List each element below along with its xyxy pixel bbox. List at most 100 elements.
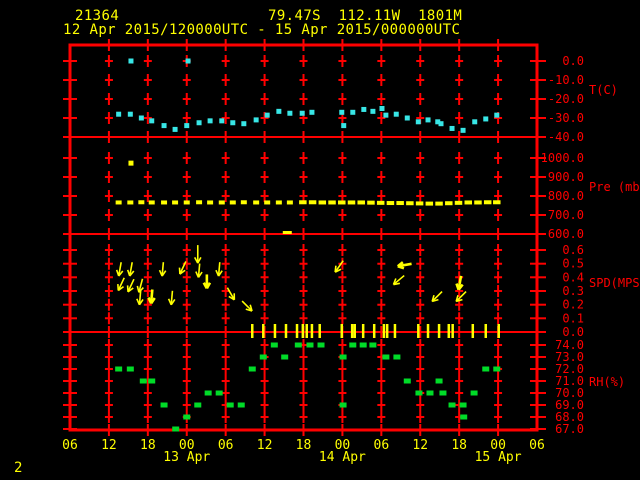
pressure-point [357, 200, 365, 205]
calm-wind-tick [310, 324, 314, 338]
left-tick [63, 176, 77, 178]
x-hour-label: 00 [179, 438, 195, 453]
y-tick-label: 900.0 [548, 170, 584, 184]
humidity-point [204, 390, 212, 396]
temperature-point [127, 111, 133, 117]
pressure-point [148, 200, 155, 205]
left-tick [63, 136, 77, 138]
pressure-point [172, 200, 179, 205]
right-tick [530, 428, 546, 430]
right-tick [530, 157, 546, 159]
pressure-point [435, 201, 443, 206]
x-hour-label: 00 [335, 438, 351, 453]
pressure-point [386, 201, 395, 206]
calm-wind-tick [318, 324, 321, 338]
station-location: 79.47S 112.11W 1801M [268, 8, 463, 24]
pressure-point [275, 200, 282, 205]
pressure-point [308, 200, 317, 205]
humidity-point [237, 402, 245, 408]
pressure-point [299, 200, 307, 205]
wind-arrow [158, 262, 167, 277]
wind-arrow [178, 261, 187, 275]
temperature-point [149, 118, 155, 124]
humidity-point [259, 354, 267, 360]
x-hour-label: 06 [62, 438, 78, 453]
wind-arrow [431, 290, 443, 303]
pressure-point [207, 200, 214, 205]
x-hour-label: 06 [529, 438, 545, 453]
pressure-point [318, 200, 327, 205]
humidity-point [369, 342, 377, 348]
pressure-point [183, 200, 190, 205]
pressure-outlier-point [282, 231, 292, 234]
humidity-point [349, 342, 357, 348]
humidity-point [183, 414, 191, 420]
y-tick-label: 73.0 [555, 350, 584, 364]
wind-arrow [115, 262, 124, 277]
temperature-point [393, 111, 399, 117]
humidity-point [160, 402, 168, 408]
axis-labels: 0.0 -10.0 -20.0 -30.0 -40.0 T(C) 1000.0 900.0 80… [62, 54, 640, 465]
temperature-point [161, 123, 167, 129]
x-hour-label: 06 [374, 438, 390, 453]
calm-wind-tick [273, 324, 277, 338]
y-tick-label: 0.5 [562, 257, 584, 271]
temperature-point [425, 117, 431, 123]
y-tick-label: 68.0 [555, 410, 584, 424]
wind-arrow [167, 290, 176, 306]
left-tick [63, 214, 77, 216]
left-tick [63, 303, 77, 306]
humidity-point [194, 402, 202, 408]
left-tick [63, 60, 77, 62]
humidity-point [415, 390, 423, 396]
wind-arrow [334, 260, 344, 273]
temperature-point [472, 119, 478, 125]
right-tick [530, 117, 546, 119]
page-number: 2 [14, 460, 23, 476]
pressure-point [396, 201, 404, 206]
calm-wind-tick [382, 324, 386, 338]
right-tick [530, 176, 546, 178]
right-tick [530, 262, 546, 265]
humidity-point [460, 414, 468, 420]
temperature-point [116, 111, 122, 117]
humidity-point [435, 378, 443, 384]
humidity-point [493, 366, 501, 372]
temperature-point [435, 119, 441, 125]
calm-wind-tick [426, 324, 430, 338]
y-tick-label: 67.0 [555, 422, 584, 436]
right-tick [530, 404, 546, 406]
left-tick [63, 233, 77, 235]
calm-wind-tick [353, 324, 356, 338]
wind-arrow [202, 274, 212, 290]
x-hour-label: 06 [218, 438, 234, 453]
y-tick-label: -20.0 [548, 92, 584, 106]
calm-wind-tick [451, 324, 454, 338]
left-tick [63, 344, 77, 346]
humidity-point [459, 402, 467, 408]
temperature-point [460, 127, 466, 133]
y-tick-label: 800.0 [548, 189, 584, 203]
x-date-label: 13 Apr [163, 450, 210, 465]
left-tick [63, 428, 77, 430]
pressure-point [367, 200, 375, 205]
y-tick-label: 0.1 [562, 311, 584, 325]
wind-arrow [136, 290, 144, 306]
temperature-point [230, 120, 236, 126]
humidity-point [126, 366, 134, 372]
x-hour-label: 12 [257, 438, 273, 453]
left-tick [63, 98, 77, 100]
temperature-point [483, 116, 489, 122]
pressure-point [493, 200, 501, 205]
y-tick-label: 74.0 [555, 338, 584, 352]
temperature-point [341, 123, 347, 129]
left-tick [63, 290, 77, 292]
right-tick [530, 214, 546, 216]
temperature-point [309, 109, 315, 115]
temperature-point [449, 125, 455, 131]
temperature-point [379, 106, 385, 111]
temperature-point [196, 120, 202, 126]
temperature-point [370, 108, 376, 114]
right-tick [530, 195, 546, 197]
pressure-point [415, 201, 424, 206]
